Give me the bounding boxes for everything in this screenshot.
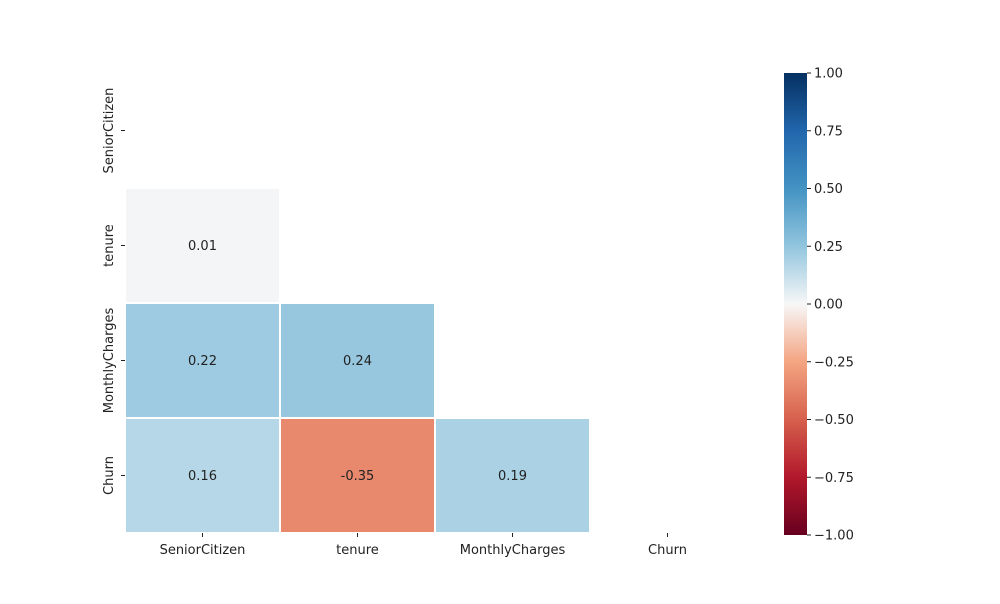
heatmap-cell-labels: 0.01 0.22 0.24 0.16 -0.35 0.19 [188, 239, 527, 484]
colorbar-tick-label: −0.25 [814, 355, 854, 370]
cell-value-label: 0.16 [188, 469, 217, 484]
x-tick-label: SeniorCitizen [160, 543, 246, 558]
heatmap-cell [434, 417, 591, 534]
x-tick-label: MonthlyCharges [460, 543, 566, 558]
colorbar [784, 73, 807, 535]
colorbar-tick-label: 0.50 [814, 182, 843, 197]
heatmap-cell [124, 302, 281, 419]
cell-value-label: 0.24 [343, 354, 372, 369]
colorbar-tick-label: 0.25 [814, 240, 843, 255]
colorbar-tick-label: −0.75 [814, 471, 854, 486]
cell-value-label: -0.35 [341, 469, 375, 484]
colorbar-tick-label: −1.00 [814, 529, 854, 544]
cell-value-label: 0.22 [188, 354, 217, 369]
x-axis: SeniorCitizen tenure MonthlyCharges Churn [160, 533, 687, 558]
colorbar-tick-label: 0.00 [814, 298, 843, 313]
x-tick-label: Churn [648, 543, 687, 558]
heatmap-cell [124, 187, 281, 304]
y-axis: SeniorCitizen tenure MonthlyCharges Churn [102, 88, 125, 495]
colorbar-ticks: 1.00 0.75 0.50 0.25 0.00 −0.25 −0.50 −0.75 −1.00 [807, 67, 854, 544]
colorbar-tick-label: 0.75 [814, 124, 843, 139]
y-tick-label: SeniorCitizen [102, 88, 117, 174]
heatmap-cell [124, 417, 281, 534]
heatmap-cells [124, 187, 591, 534]
cell-value-label: 0.19 [498, 469, 527, 484]
colorbar-tick-label: 1.00 [814, 67, 843, 82]
y-tick-label: tenure [102, 224, 117, 267]
cell-value-label: 0.01 [188, 239, 217, 254]
heatmap-cell [279, 302, 436, 419]
colorbar-gradient [784, 73, 807, 535]
x-tick-label: tenure [336, 543, 379, 558]
colorbar-tick-label: −0.50 [814, 413, 854, 428]
y-tick-label: MonthlyCharges [102, 308, 117, 414]
y-tick-label: Churn [102, 456, 117, 495]
